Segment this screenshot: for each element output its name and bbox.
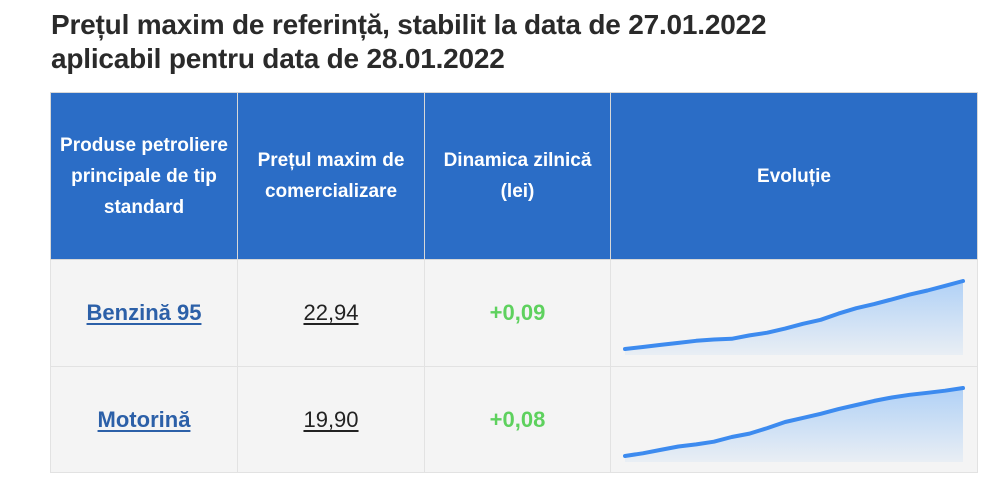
table-row: Motorină 19,90 +0,08 bbox=[50, 366, 978, 473]
product-link-motorina[interactable]: Motorină bbox=[97, 406, 191, 432]
evolution-sparkline-motorina bbox=[623, 385, 965, 462]
evolution-cell bbox=[610, 366, 978, 473]
sparkline-line bbox=[623, 279, 965, 351]
price-cell: 19,90 bbox=[237, 366, 425, 473]
product-cell: Benzină 95 bbox=[50, 259, 238, 367]
header-evolution: Evoluție bbox=[610, 92, 978, 260]
sparkline-area bbox=[625, 281, 963, 355]
evolution-sparkline-benzina-95 bbox=[623, 279, 965, 355]
product-cell: Motorină bbox=[50, 366, 238, 473]
table-header-row: Produse petroliere principale de tip sta… bbox=[50, 92, 978, 260]
product-link-benzina-95[interactable]: Benzină 95 bbox=[86, 300, 202, 325]
daily-change-benzina-95: +0,09 bbox=[489, 300, 546, 325]
daily-change-motorina: +0,08 bbox=[489, 406, 546, 432]
price-table: Produse petroliere principale de tip sta… bbox=[50, 92, 978, 473]
header-daily-change: Dinamica zilnică (lei) bbox=[424, 92, 611, 260]
price-cell: 22,94 bbox=[237, 259, 425, 367]
table-row: Benzină 95 22,94 +0,09 bbox=[50, 259, 978, 367]
change-cell: +0,09 bbox=[424, 259, 611, 367]
price-link-motorina[interactable]: 19,90 bbox=[303, 406, 359, 432]
evolution-cell bbox=[610, 259, 978, 367]
price-link-benzina-95[interactable]: 22,94 bbox=[303, 300, 359, 325]
page-title: Prețul maxim de referință, stabilit la d… bbox=[51, 8, 971, 76]
header-product: Produse petroliere principale de tip sta… bbox=[50, 92, 238, 260]
title-line-2: aplicabil pentru data de 28.01.2022 bbox=[51, 43, 505, 74]
title-line-1: Prețul maxim de referință, stabilit la d… bbox=[51, 9, 767, 40]
header-max-price: Prețul maxim de comercializare bbox=[237, 92, 425, 260]
sparkline-line bbox=[623, 385, 965, 458]
change-cell: +0,08 bbox=[424, 366, 611, 473]
sparkline-area bbox=[625, 387, 963, 462]
